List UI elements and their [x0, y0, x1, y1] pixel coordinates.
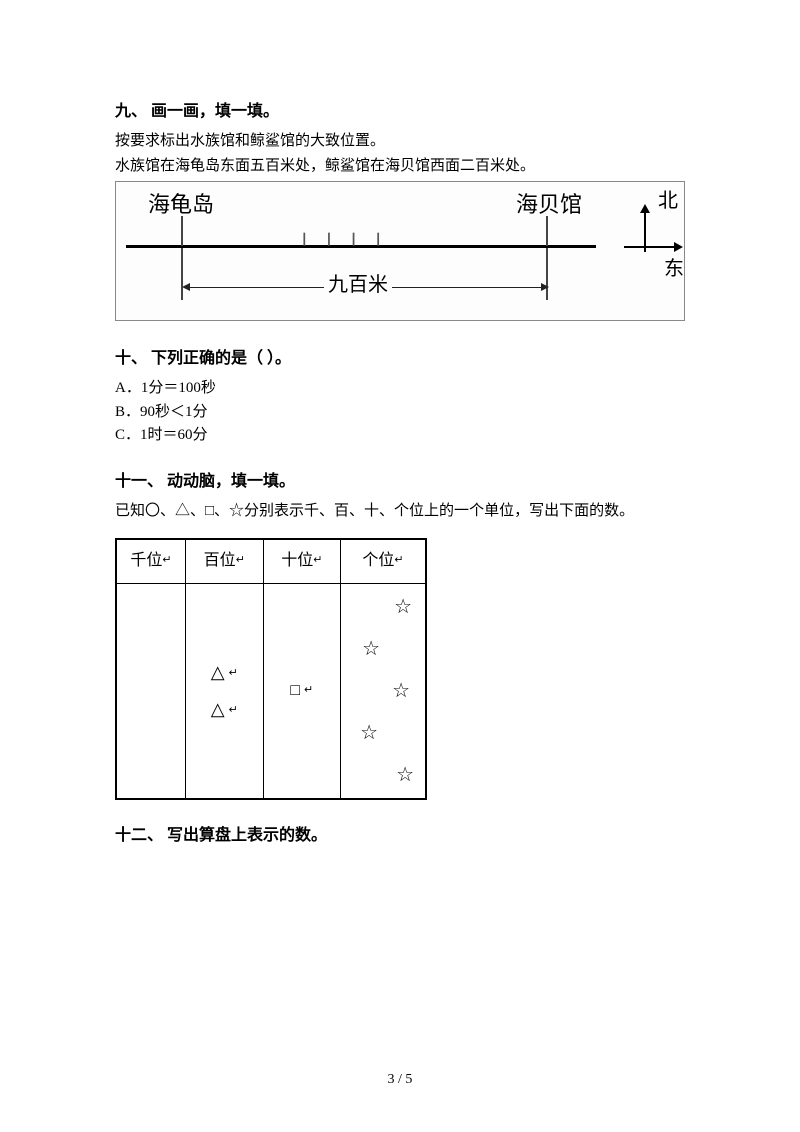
choice-b: B．90秒＜1分 — [115, 401, 685, 424]
triangle-icon: △↵ — [211, 659, 238, 686]
th-thousands: 千位↵ — [116, 539, 186, 583]
cell-thousands — [116, 583, 186, 799]
page-number: 3 / 5 — [0, 1069, 800, 1090]
star-icon: ☆ — [392, 676, 410, 706]
place-value-table: 千位↵ 百位↵ 十位↵ 个位↵ △↵ △↵ □↵ ☆ ☆ ☆ ☆ ☆ — [115, 538, 427, 800]
star-icon: ☆ — [360, 718, 378, 748]
distance-label: 九百米 — [324, 270, 392, 300]
label-seashell-hall: 海贝馆 — [516, 188, 582, 221]
section-11-body: 已知〇、△、□、☆分别表示千、百、十、个位上的一个单位，写出下面的数。 — [115, 500, 685, 523]
compass: 北 东 — [616, 188, 676, 278]
section-11-title: 十一、 动动脑，填一填。 — [115, 470, 685, 494]
compass-north: 北 — [658, 186, 678, 216]
compass-hline — [624, 246, 676, 248]
compass-east: 东 — [664, 254, 684, 284]
th-ones: 个位↵ — [341, 539, 426, 583]
th-tens: 十位↵ — [263, 539, 341, 583]
triangle-icon: △↵ — [211, 696, 238, 723]
square-icon: □↵ — [290, 679, 313, 703]
tick-left — [181, 216, 183, 246]
star-icon: ☆ — [394, 592, 412, 622]
compass-east-arrow — [674, 242, 683, 252]
cell-ones: ☆ ☆ ☆ ☆ ☆ — [341, 583, 426, 799]
section-12-title: 十二、 写出算盘上表示的数。 — [115, 824, 685, 848]
map-diagram: 海龟岛 海贝馆 ┃┃┃┃ 九百米 北 东 — [115, 181, 685, 321]
section-9-line1: 按要求标出水族馆和鲸鲨馆的大致位置。 — [115, 130, 685, 153]
scale-marks: ┃┃┃┃ — [301, 232, 400, 249]
th-hundreds: 百位↵ — [186, 539, 264, 583]
tick-right — [546, 216, 548, 246]
section-9-line2: 水族馆在海龟岛东面五百米处，鲸鲨馆在海贝馆西面二百米处。 — [115, 155, 685, 178]
compass-north-arrow — [640, 204, 650, 213]
section-9-title: 九、 画一画，填一填。 — [115, 100, 685, 124]
choice-a: A．1分＝100秒 — [115, 377, 685, 400]
arrow-end-right — [546, 248, 548, 300]
section-10-title: 十、 下列正确的是（ ）。 — [115, 347, 685, 371]
choice-c: C．1时＝60分 — [115, 424, 685, 447]
arrow-end-left — [181, 248, 183, 300]
cell-hundreds: △↵ △↵ — [186, 583, 264, 799]
star-icon: ☆ — [362, 634, 380, 664]
cell-tens: □↵ — [263, 583, 341, 799]
star-icon: ☆ — [396, 760, 414, 790]
